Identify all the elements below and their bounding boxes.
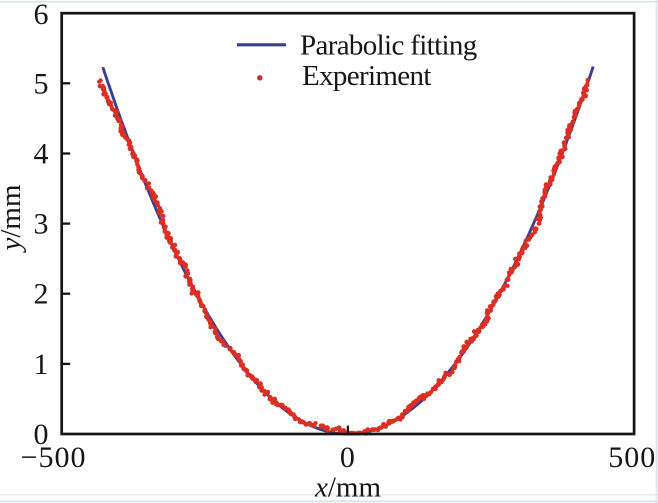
svg-text:1: 1 — [34, 348, 50, 381]
svg-text:2: 2 — [34, 278, 50, 311]
svg-text:y/mm: y/mm — [0, 184, 27, 253]
svg-text:Parabolic fitting: Parabolic fitting — [300, 30, 477, 62]
svg-text:5: 5 — [34, 67, 50, 100]
svg-text:4: 4 — [34, 138, 50, 171]
svg-text:−500: −500 — [21, 441, 87, 474]
svg-text:Experiment: Experiment — [302, 60, 431, 92]
svg-text:x/mm: x/mm — [314, 472, 381, 503]
svg-text:3: 3 — [34, 208, 50, 241]
svg-text:500: 500 — [608, 441, 656, 474]
svg-text:0: 0 — [34, 418, 50, 451]
svg-text:6: 6 — [34, 0, 50, 31]
svg-text:0: 0 — [340, 441, 356, 474]
